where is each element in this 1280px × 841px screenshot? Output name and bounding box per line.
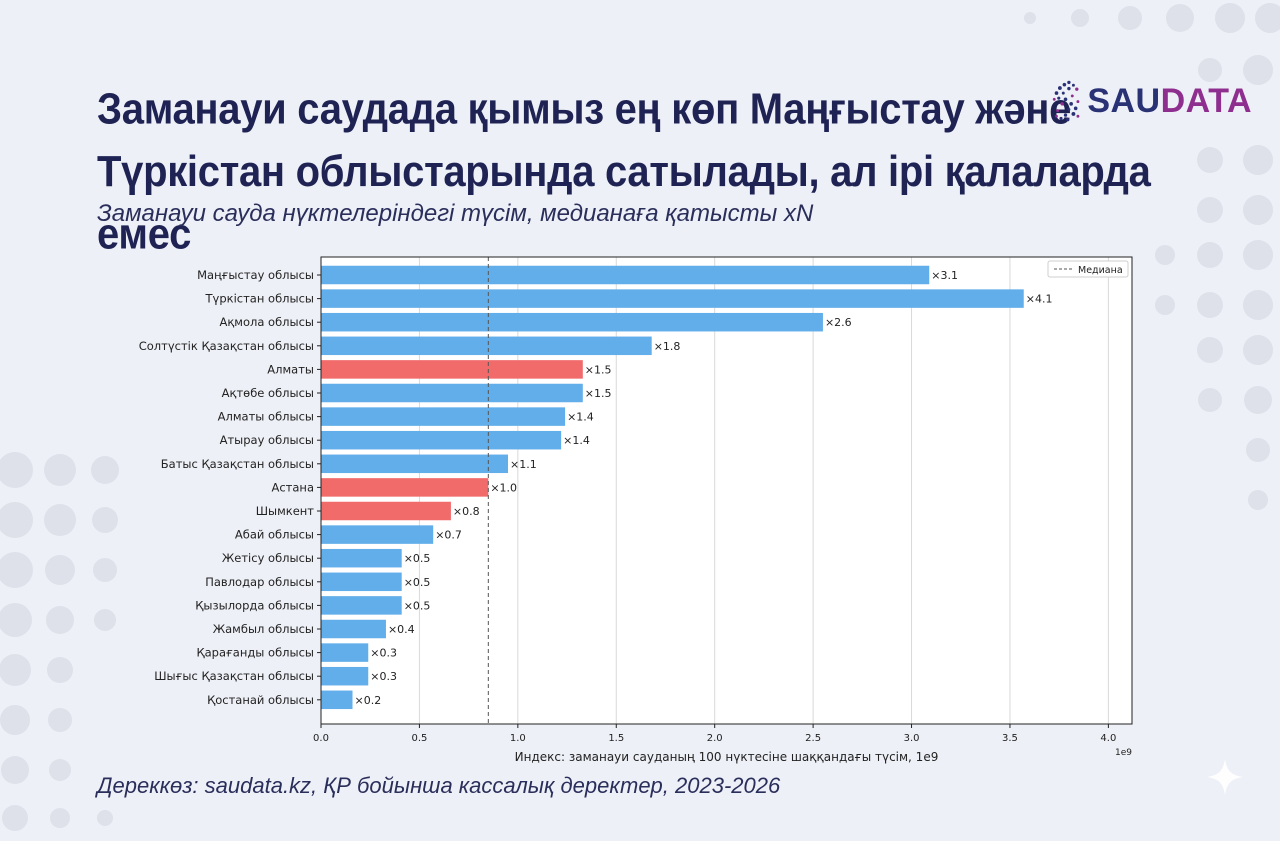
y-tick-label: Ақмола облысы xyxy=(219,315,314,329)
bar-value-label: ×1.4 xyxy=(563,434,590,447)
x-tick-label: 1.0 xyxy=(510,733,526,744)
bar-value-label: ×0.3 xyxy=(370,647,397,660)
saudata-logo-text: SAUDATA xyxy=(1087,82,1252,121)
legend-median-label: Медиана xyxy=(1078,265,1123,276)
x-tick-label: 2.5 xyxy=(805,733,821,744)
y-tick-label: Абай облысы xyxy=(235,528,314,542)
y-tick-label: Қарағанды облысы xyxy=(196,646,314,660)
x-offset-label: 1e9 xyxy=(1115,748,1132,758)
bar xyxy=(321,265,930,285)
bar xyxy=(321,548,402,568)
x-tick-label: 2.0 xyxy=(707,733,723,744)
title-line-2: Түркістан облыстарында сатылады, ал ірі … xyxy=(97,148,1151,259)
bar-value-label: ×1.8 xyxy=(654,340,681,353)
bar xyxy=(321,666,369,686)
x-tick-label: 3.5 xyxy=(1002,733,1018,744)
y-tick-label: Жетісу облысы xyxy=(222,551,314,565)
bar xyxy=(321,690,353,710)
bar-value-label: ×2.6 xyxy=(825,316,852,329)
x-tick-label: 0.0 xyxy=(313,733,329,744)
y-tick-label: Алматы xyxy=(267,362,314,376)
x-tick-label: 3.0 xyxy=(904,733,920,744)
y-tick-label: Түркістан облысы xyxy=(205,292,314,306)
bar xyxy=(321,336,652,356)
y-tick-label: Қостанай облысы xyxy=(207,693,314,707)
x-axis-label: Индекс: заманауи сауданың 100 нүктесіне … xyxy=(515,750,939,764)
x-tick-label: 0.5 xyxy=(411,733,427,744)
logo-text-part2: DATA xyxy=(1160,81,1252,120)
y-tick-label: Алматы облысы xyxy=(218,410,314,424)
bar-value-label: ×1.5 xyxy=(585,387,612,400)
page-title: Заманауи саудада қымыз ең көп Маңғыстау … xyxy=(97,78,1177,266)
bar xyxy=(321,643,369,662)
bar xyxy=(321,525,434,544)
plot-frame xyxy=(320,256,1133,725)
bar-value-label: ×0.2 xyxy=(354,694,381,707)
source-note: Дереккөз: saudata.kz, ҚР бойынша кассалы… xyxy=(97,773,781,798)
bar-value-label: ×0.3 xyxy=(370,670,397,683)
bar-value-label: ×0.5 xyxy=(404,552,431,565)
y-tick-label: Павлодар облысы xyxy=(205,575,314,589)
bar-value-label: ×0.5 xyxy=(404,576,431,589)
x-tick-label: 4.0 xyxy=(1100,733,1116,744)
bar xyxy=(321,407,566,426)
logo-text-part1: SAU xyxy=(1087,81,1161,120)
bar-value-label: ×1.0 xyxy=(490,481,517,494)
bar-value-label: ×1.1 xyxy=(510,458,537,471)
bar xyxy=(321,430,562,450)
bar xyxy=(321,501,451,521)
saudata-logo: SAUDATA xyxy=(1052,62,1252,140)
bar xyxy=(321,619,386,639)
y-tick-label: Астана xyxy=(271,480,314,494)
bar xyxy=(321,360,583,379)
bar-value-label: ×0.4 xyxy=(388,623,415,636)
bar-value-label: ×1.5 xyxy=(585,363,612,376)
bar-value-label: ×3.1 xyxy=(931,269,958,282)
bar xyxy=(321,383,583,403)
y-tick-label: Ақтөбе облысы xyxy=(222,386,314,400)
y-tick-label: Маңғыстау облысы xyxy=(197,268,314,282)
bar-value-label: ×1.4 xyxy=(567,411,594,424)
legend-box xyxy=(1047,260,1129,278)
title-line-1: Заманауи саудада қымыз ең көп Маңғыстау … xyxy=(97,85,1072,134)
bar xyxy=(321,312,823,332)
y-tick-label: Жамбыл облысы xyxy=(213,622,314,636)
bar xyxy=(321,289,1024,308)
y-tick-label: Шығыс Қазақстан облысы xyxy=(154,669,314,683)
bar-value-label: ×0.5 xyxy=(404,599,431,612)
bar xyxy=(321,454,509,474)
bar xyxy=(321,572,402,592)
saudata-logo-icon xyxy=(1052,80,1080,122)
bar-value-label: ×4.1 xyxy=(1026,293,1053,306)
y-tick-label: Қызылорда облысы xyxy=(195,598,314,612)
bar xyxy=(321,478,489,497)
bar-value-label: ×0.8 xyxy=(453,505,480,518)
y-tick-label: Шымкент xyxy=(256,504,315,518)
bar-value-label: ×0.7 xyxy=(435,529,462,542)
sparkle-icon xyxy=(1207,759,1243,795)
y-tick-label: Батыс Қазақстан облысы xyxy=(161,457,314,471)
x-tick-label: 1.5 xyxy=(608,733,624,744)
y-tick-label: Атырау облысы xyxy=(220,433,314,447)
bar xyxy=(321,596,402,615)
page-subtitle: Заманауи сауда нүктелеріндегі түсім, мед… xyxy=(97,200,814,227)
y-tick-label: Солтүстік Қазақстан облысы xyxy=(139,339,314,353)
